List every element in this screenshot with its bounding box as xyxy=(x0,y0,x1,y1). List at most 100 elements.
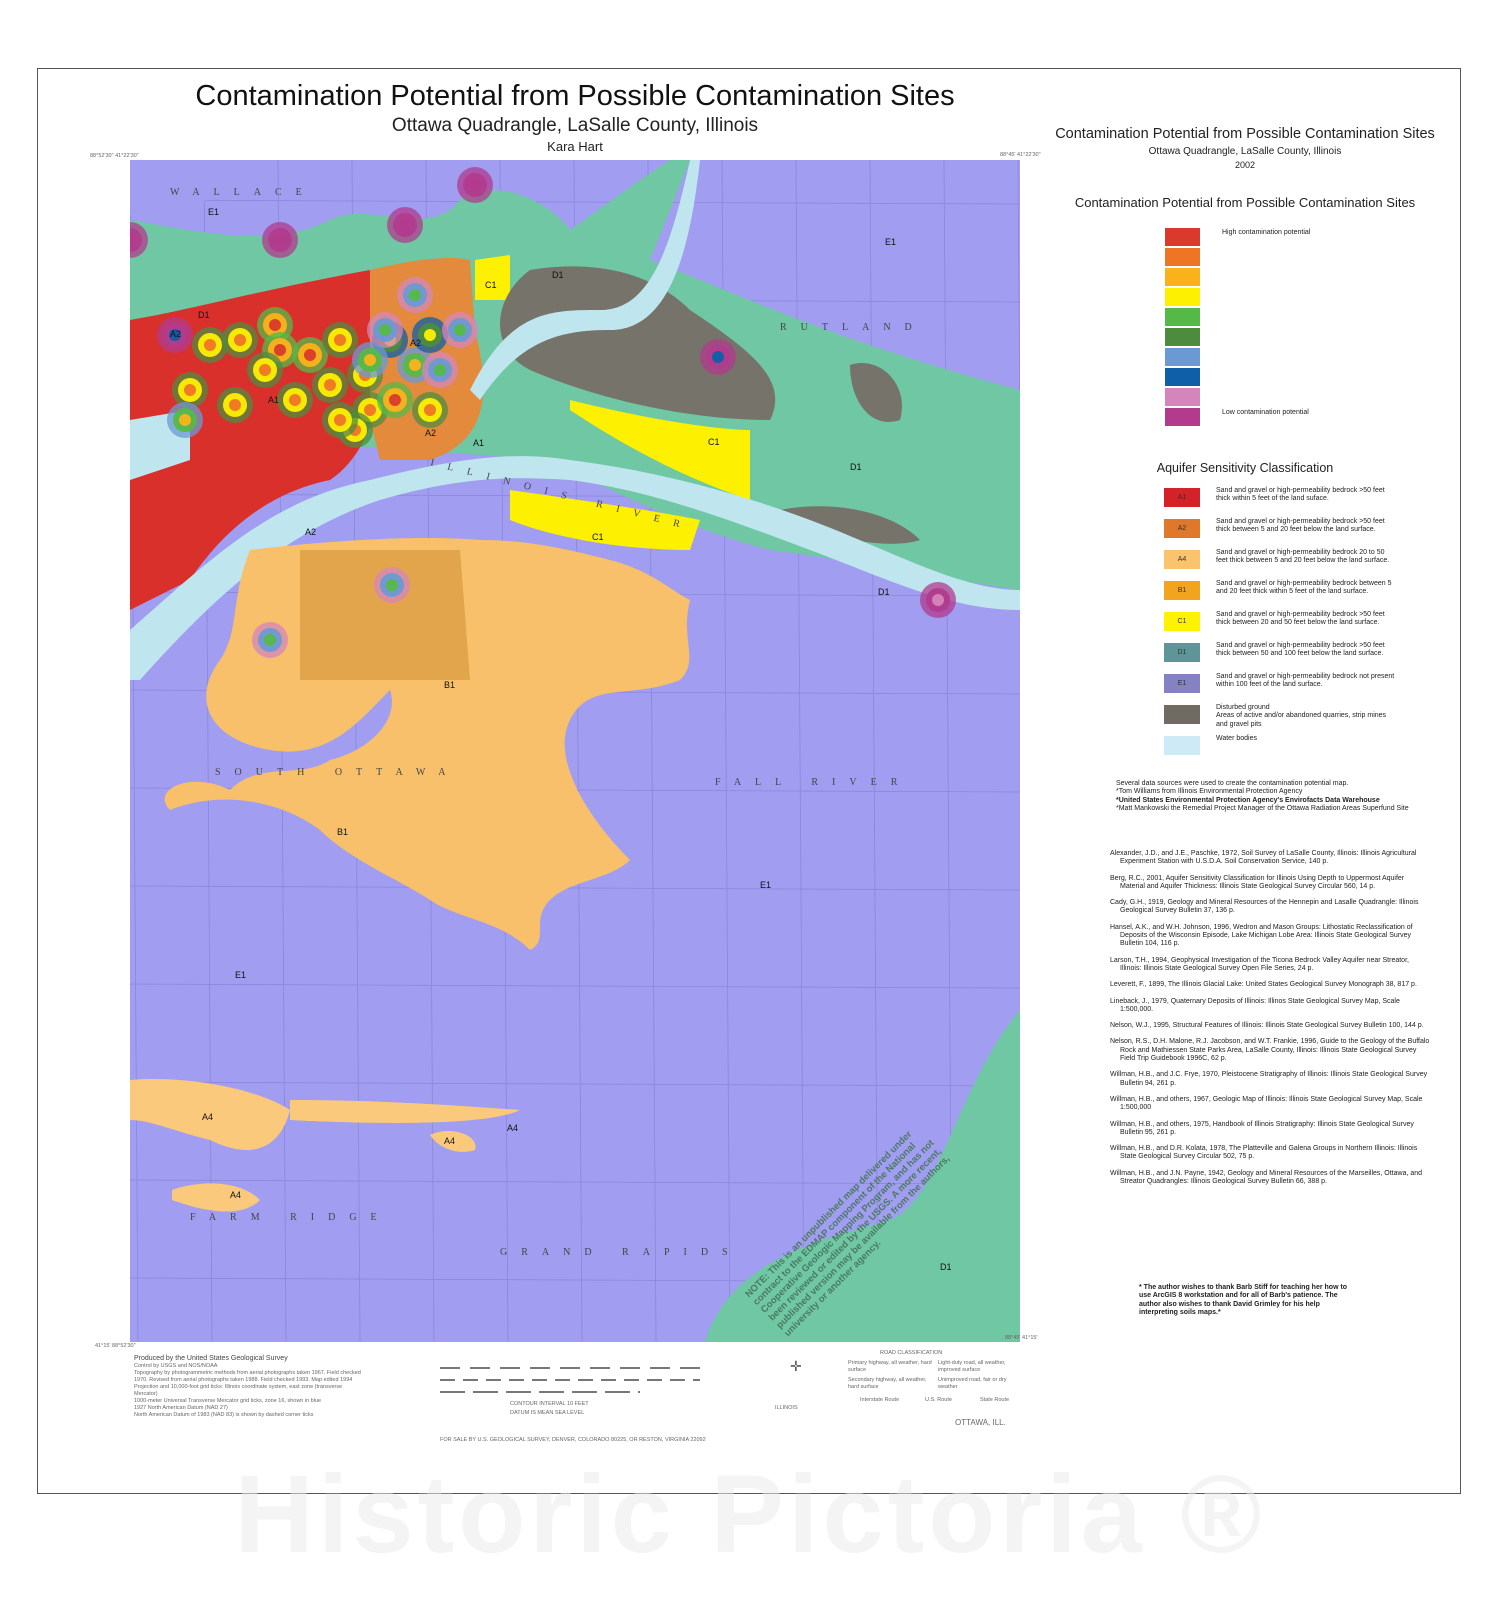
corner-ne: 88°45' 41°22'30" xyxy=(1000,152,1041,158)
map-subtitle: Ottawa Quadrangle, LaSalle County, Illin… xyxy=(391,115,759,136)
b1-region xyxy=(164,538,690,950)
svg-text:A1: A1 xyxy=(268,395,279,405)
reference-item: Willman, H.B., and J.N. Payne, 1942, Geo… xyxy=(1110,1169,1423,1186)
contamination-site-marker xyxy=(130,234,136,246)
map-canvas[interactable]: E1 D1 A2 A1 A2 A2 C1 D1 A1 C1 C1 D1 E1 D1 B1 B1 E1 E… xyxy=(130,160,1020,1342)
contamination-level-swatch xyxy=(1165,308,1200,326)
aquifer-swatch-a4: A4 xyxy=(1164,550,1200,569)
source-item: *Matt Mankowski the Remedial Project Man… xyxy=(1116,804,1409,812)
contamination-level-swatch xyxy=(1165,228,1200,246)
d1-region-southeast xyxy=(705,1010,1020,1342)
place-farm-ridge: FARM RIDGE xyxy=(190,1212,391,1223)
contamination-site-marker xyxy=(289,394,301,406)
contamination-site-marker xyxy=(434,364,446,376)
contamination-level-swatch xyxy=(1165,328,1200,346)
contamination-site-marker xyxy=(269,319,281,331)
datum: DATUM IS MEAN SEA LEVEL xyxy=(510,1410,585,1416)
a4-region-2 xyxy=(290,1100,520,1123)
references-list: Alexander, J.D., and J.E., Paschke, 1972… xyxy=(1110,850,1430,1194)
compass-icon: ✛ xyxy=(790,1358,802,1374)
svg-text:B1: B1 xyxy=(337,827,348,837)
reference-item: Larson, T.H., 1994, Geophysical Investig… xyxy=(1110,956,1409,972)
contamination-site-marker xyxy=(932,594,944,606)
contamination-site-marker xyxy=(324,379,336,391)
c1-region-north xyxy=(475,255,510,300)
route-state: State Route xyxy=(980,1397,1010,1403)
usgs-credits: Produced by the United States Geological… xyxy=(134,1354,364,1419)
route-us: U.S. Route xyxy=(925,1397,952,1403)
aquifer-description: Sand and gravel or high-permeability bed… xyxy=(1216,549,1390,565)
contamination-level-swatch xyxy=(1165,408,1200,426)
road-type: Secondary highway, all weather, hard sur… xyxy=(848,1377,927,1390)
svg-text:D1: D1 xyxy=(878,587,890,597)
aquifer-description: Water bodies xyxy=(1216,735,1257,742)
svg-text:E1: E1 xyxy=(885,237,896,247)
svg-text:E1: E1 xyxy=(235,970,246,980)
reference-item: Alexander, J.D., and J.E., Paschke, 1972… xyxy=(1110,850,1417,866)
contamination-site-marker xyxy=(204,339,216,351)
contamination-site-marker xyxy=(712,351,724,363)
aquifer-description: Sand and gravel or high-permeability bed… xyxy=(1216,611,1385,627)
data-sources: Several data sources were used to create… xyxy=(1116,780,1436,813)
place-wallace: WALLACE xyxy=(170,187,316,198)
svg-text:E1: E1 xyxy=(208,207,219,217)
contamination-site-marker xyxy=(386,579,398,591)
contamination-site-marker xyxy=(364,404,376,416)
contamination-site-marker xyxy=(454,324,466,336)
svg-text:C1: C1 xyxy=(485,280,497,290)
reference-item: Willman, H.B., and D.R. Kolata, 1978, Th… xyxy=(1110,1145,1418,1161)
svg-text:D1: D1 xyxy=(940,1262,952,1272)
svg-text:B1: B1 xyxy=(444,680,455,690)
place-rutland: RUTLAND xyxy=(780,322,926,333)
svg-text:A4: A4 xyxy=(230,1190,241,1200)
aquifer-swatch-c1: C1 xyxy=(1164,612,1200,631)
source-item: *United States Environmental Protection … xyxy=(1116,796,1380,804)
corner-sw: 41°15' 88°52'30" xyxy=(95,1343,136,1349)
svg-text:A4: A4 xyxy=(444,1136,455,1146)
c1-region-east xyxy=(570,400,750,500)
contamination-site-marker xyxy=(169,329,181,341)
contamination-site-marker xyxy=(274,344,286,356)
place-fall-river: FALL RIVER xyxy=(715,777,911,788)
svg-text:C1: C1 xyxy=(708,437,720,447)
reference-item: Lineback, J., 1979, Quaternary Deposits … xyxy=(1110,997,1400,1013)
sheet-border xyxy=(37,68,1461,1494)
source-item: *Tom Williams from Illinois Environmenta… xyxy=(1116,788,1303,796)
contamination-sites xyxy=(130,167,956,658)
disturbed-ground-1 xyxy=(500,266,776,420)
watermark: Historic Pictoria ® xyxy=(234,1453,1266,1576)
svg-text:C1: C1 xyxy=(592,532,604,542)
contamination-site-marker xyxy=(334,414,346,426)
usgs-line: 1000-meter Universal Transverse Mercator… xyxy=(134,1398,322,1404)
contamination-site-marker xyxy=(259,364,271,376)
side-year: 2002 xyxy=(1234,160,1256,170)
map-title: Contamination Potential from Possible Co… xyxy=(195,80,955,112)
c1-region-south xyxy=(510,490,700,550)
contamination-site-marker xyxy=(399,219,411,231)
south-ottawa-town xyxy=(300,550,470,680)
contamination-site-marker xyxy=(304,349,316,361)
reference-item: Willman, H.B., and J.C. Frye, 1970, Plei… xyxy=(1110,1071,1428,1087)
a4-region-3 xyxy=(430,1130,476,1152)
usgs-line: 1927 North American Datum (NAD 27) xyxy=(134,1405,228,1411)
disturbed-ground-2 xyxy=(780,506,920,544)
usgs-line: North American Datum of 1983 (NAD 83) is… xyxy=(134,1412,314,1418)
map-author: Kara Hart xyxy=(547,139,603,154)
contamination-site-marker xyxy=(379,324,391,336)
aquifer-description: Sand and gravel or high-permeability bed… xyxy=(1216,642,1385,658)
aquifer-swatch-a2: A2 xyxy=(1164,519,1200,538)
corner-se: 88°45' 41°15' xyxy=(1005,1335,1038,1341)
svg-text:A4: A4 xyxy=(507,1123,518,1133)
contamination-site-marker xyxy=(409,359,421,371)
scale-bar xyxy=(440,1367,700,1393)
place-grand-rapids: GRAND RAPIDS xyxy=(500,1247,742,1258)
aquifer-swatch-other xyxy=(1164,736,1200,755)
contamination-level-swatch xyxy=(1165,248,1200,266)
road-classification-title: ROAD CLASSIFICATION xyxy=(880,1350,943,1356)
aquifer-swatch-b1: B1 xyxy=(1164,581,1200,600)
reference-item: Hansel, A.K., and W.H. Johnson, 1996, We… xyxy=(1110,923,1413,948)
unit-labels: E1 D1 A2 A1 A2 A2 C1 D1 A1 C1 C1 D1 E1 D1 B1 B1 E1 E… xyxy=(170,207,952,1272)
usgs-line: Produced by the United States Geological… xyxy=(134,1355,288,1362)
svg-text:A2: A2 xyxy=(305,527,316,537)
